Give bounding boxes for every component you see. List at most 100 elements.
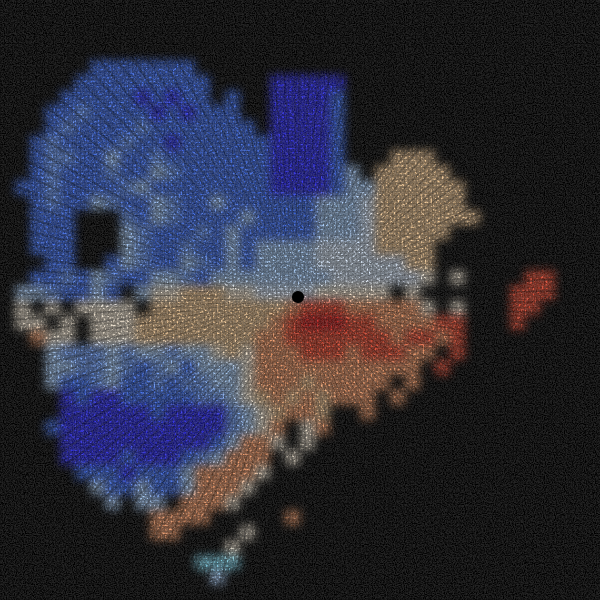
velocity-cell: [45, 390, 60, 405]
velocity-cell: [90, 315, 105, 330]
velocity-cell: [360, 255, 375, 270]
velocity-cell: [405, 45, 420, 60]
velocity-cell: [195, 315, 210, 330]
velocity-cell: [570, 390, 585, 405]
velocity-cell: [0, 555, 15, 570]
velocity-cell: [450, 510, 465, 525]
velocity-cell: [195, 495, 210, 510]
velocity-cell: [510, 195, 525, 210]
velocity-cell: [225, 270, 240, 285]
velocity-cell: [90, 360, 105, 375]
velocity-cell: [570, 360, 585, 375]
velocity-cell: [225, 375, 240, 390]
velocity-cell: [510, 450, 525, 465]
velocity-cell: [495, 420, 510, 435]
velocity-cell: [0, 360, 15, 375]
velocity-cell: [270, 510, 285, 525]
velocity-cell: [480, 585, 495, 600]
velocity-cell: [570, 210, 585, 225]
velocity-cell: [345, 435, 360, 450]
velocity-cell: [405, 75, 420, 90]
velocity-cell: [15, 0, 30, 15]
velocity-cell: [105, 45, 120, 60]
velocity-cell: [135, 195, 150, 210]
velocity-cell: [270, 435, 285, 450]
velocity-cell: [45, 225, 60, 240]
velocity-cell: [345, 345, 360, 360]
velocity-cell: [330, 255, 345, 270]
velocity-cell: [90, 150, 105, 165]
velocity-cell: [60, 555, 75, 570]
velocity-cell: [375, 60, 390, 75]
velocity-cell: [120, 120, 135, 135]
velocity-cell: [255, 285, 270, 300]
velocity-cell: [90, 480, 105, 495]
velocity-cell: [480, 210, 495, 225]
velocity-cell: [15, 450, 30, 465]
velocity-cell: [195, 330, 210, 345]
velocity-cell: [495, 570, 510, 585]
velocity-cell: [105, 510, 120, 525]
velocity-cell: [510, 210, 525, 225]
velocity-cell: [540, 120, 555, 135]
velocity-cell: [15, 120, 30, 135]
velocity-cell: [30, 30, 45, 45]
velocity-cell: [0, 135, 15, 150]
velocity-cell: [45, 30, 60, 45]
velocity-cell: [180, 105, 195, 120]
velocity-cell: [105, 540, 120, 555]
velocity-cell: [450, 570, 465, 585]
velocity-cell: [465, 15, 480, 30]
velocity-cell: [510, 75, 525, 90]
velocity-cell: [330, 570, 345, 585]
velocity-cell: [510, 240, 525, 255]
velocity-cell: [315, 60, 330, 75]
velocity-cell: [0, 495, 15, 510]
velocity-cell: [315, 15, 330, 30]
velocity-cell: [120, 270, 135, 285]
velocity-cell: [420, 255, 435, 270]
velocity-cell: [555, 210, 570, 225]
velocity-cell: [375, 120, 390, 135]
velocity-cell: [465, 330, 480, 345]
velocity-cell: [585, 300, 600, 315]
velocity-cell: [180, 45, 195, 60]
velocity-cell: [210, 315, 225, 330]
velocity-cell: [480, 495, 495, 510]
velocity-cell: [495, 240, 510, 255]
velocity-cell: [195, 405, 210, 420]
velocity-cell: [480, 390, 495, 405]
velocity-cell: [30, 270, 45, 285]
velocity-cell: [510, 165, 525, 180]
velocity-cell: [240, 225, 255, 240]
velocity-cell: [195, 240, 210, 255]
velocity-cell: [135, 360, 150, 375]
velocity-cell: [225, 0, 240, 15]
velocity-cell: [315, 150, 330, 165]
velocity-cell: [450, 225, 465, 240]
velocity-cell: [30, 480, 45, 495]
velocity-cell: [315, 0, 330, 15]
velocity-cell: [525, 510, 540, 525]
velocity-cell: [585, 180, 600, 195]
velocity-cell: [15, 315, 30, 330]
velocity-cell: [405, 525, 420, 540]
velocity-cell: [15, 405, 30, 420]
velocity-cell: [465, 195, 480, 210]
velocity-cell: [75, 525, 90, 540]
velocity-cell: [240, 0, 255, 15]
velocity-cell: [285, 210, 300, 225]
velocity-cell: [540, 165, 555, 180]
velocity-cell: [105, 570, 120, 585]
velocity-cell: [435, 300, 450, 315]
velocity-cell: [150, 495, 165, 510]
velocity-cell: [360, 105, 375, 120]
velocity-cell: [90, 435, 105, 450]
velocity-cell: [255, 90, 270, 105]
velocity-cell: [450, 315, 465, 330]
velocity-cell: [285, 345, 300, 360]
velocity-cell: [105, 345, 120, 360]
velocity-cell: [495, 285, 510, 300]
velocity-cell: [240, 135, 255, 150]
velocity-cell: [405, 330, 420, 345]
